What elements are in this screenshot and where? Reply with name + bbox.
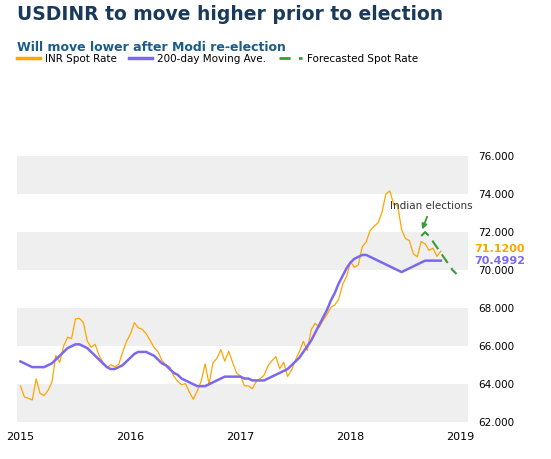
Text: Will move lower after Modi re-election: Will move lower after Modi re-election [17,41,285,54]
Text: 71.1200: 71.1200 [474,244,525,254]
Text: USDINR to move higher prior to election: USDINR to move higher prior to election [17,5,442,23]
Bar [17,232,468,270]
Legend: INR Spot Rate, 200-day Moving Ave., Forecasted Spot Rate: INR Spot Rate, 200-day Moving Ave., Fore… [13,50,423,68]
Bar [17,384,468,422]
Bar [17,308,468,346]
Bar [17,156,468,194]
Text: 70.4992: 70.4992 [474,256,525,266]
Text: Indian elections: Indian elections [390,202,472,228]
